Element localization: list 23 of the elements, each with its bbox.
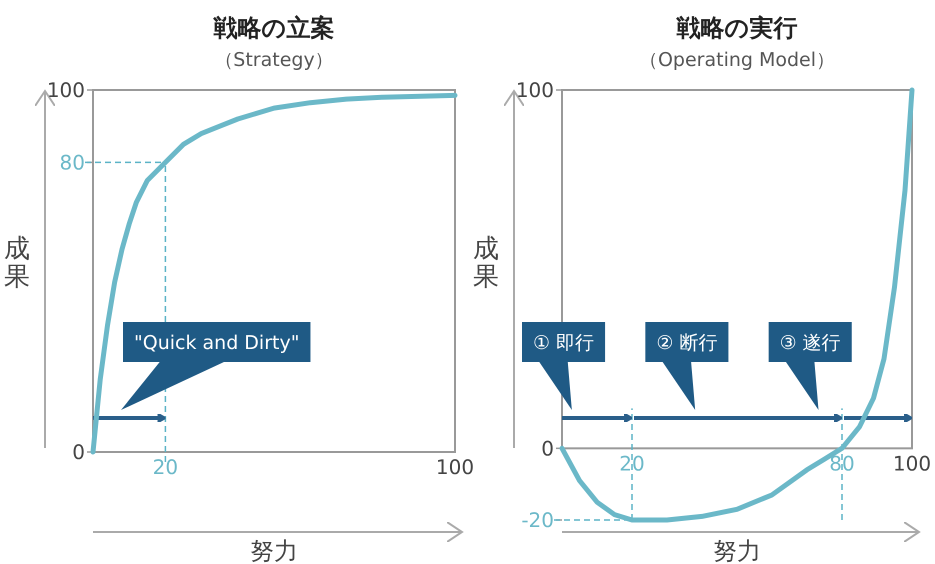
x-tick-label: 80 xyxy=(829,451,855,476)
y-tick-label: 0 xyxy=(541,436,554,460)
y-tick-label: 100 xyxy=(46,78,85,102)
chart-title: 戦略の立案 xyxy=(212,14,334,42)
chart-title: 戦略の実行 xyxy=(676,14,798,42)
y-tick-label: 100 xyxy=(516,78,554,102)
x-axis-title: 努力 xyxy=(250,537,298,564)
annotation: ③ 遂行 xyxy=(780,332,841,354)
x-tick-label: 20 xyxy=(152,455,178,479)
y-tick-label: 0 xyxy=(72,440,85,464)
y-tick-label: -20 xyxy=(521,508,554,532)
x-tick-label: 20 xyxy=(619,451,645,476)
x-tick-label: 100 xyxy=(436,455,474,479)
chart-subtitle: （Strategy） xyxy=(214,49,334,71)
annotation: "Quick and Dirty" xyxy=(134,332,300,354)
x-axis-title: 努力 xyxy=(713,537,761,564)
y-tick-label: 80 xyxy=(60,150,85,174)
x-tick-label: 100 xyxy=(892,451,932,476)
annotation: ② 断行 xyxy=(656,332,718,354)
y-axis-title: 成果 xyxy=(4,234,30,292)
chart-subtitle: （Operating Model） xyxy=(638,49,836,71)
annotation: ① 即行 xyxy=(533,332,594,354)
y-axis-title: 成果 xyxy=(473,234,499,292)
